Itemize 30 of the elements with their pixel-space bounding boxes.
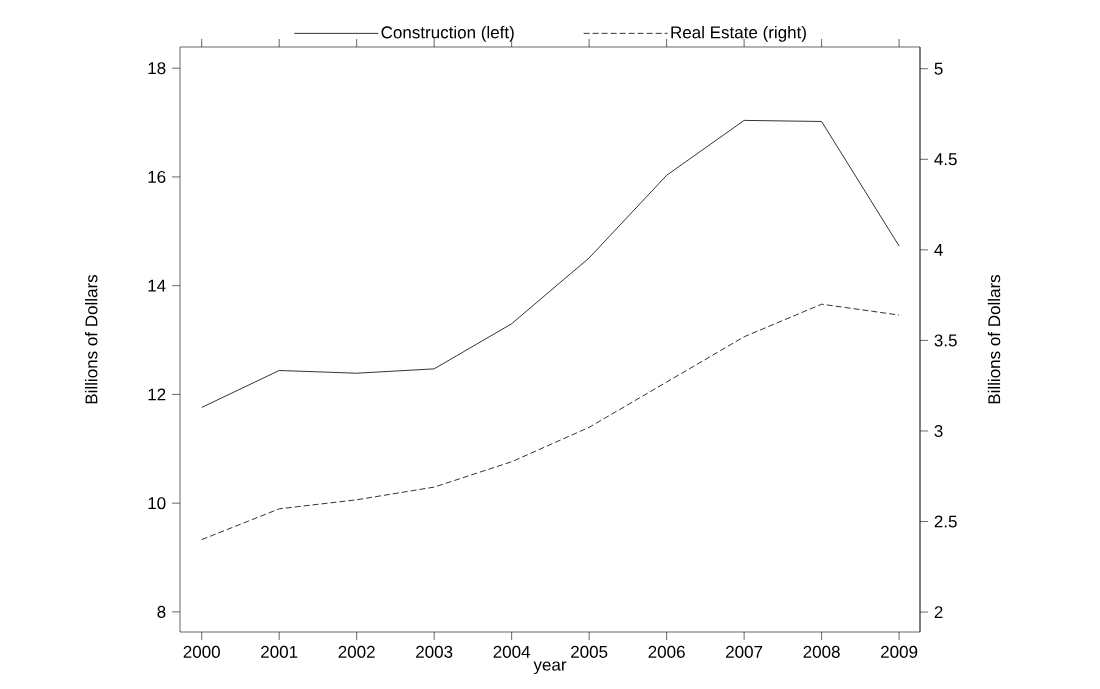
legend-label: Construction (left) bbox=[381, 25, 514, 42]
y2-tick-label: 5 bbox=[934, 62, 943, 75]
y-tick-label: 10 bbox=[148, 497, 166, 510]
line-series bbox=[201, 303, 900, 541]
y2-tick-label: 4.5 bbox=[934, 153, 957, 166]
x-tick-label: 2006 bbox=[648, 645, 685, 658]
y2-tick-label: 2 bbox=[934, 606, 943, 619]
y-tick-label: 12 bbox=[148, 388, 166, 401]
y-tick-label: 8 bbox=[157, 605, 166, 618]
y2-axis-title: Billions of Dollars bbox=[987, 274, 1001, 404]
x-axis-title: year bbox=[533, 661, 567, 675]
y2-tick-label: 4 bbox=[934, 243, 943, 256]
y-tick-label: 18 bbox=[148, 62, 166, 75]
x-tick-label: 2009 bbox=[881, 645, 918, 658]
x-tick-label: 2003 bbox=[416, 645, 453, 658]
x-tick-label: 2005 bbox=[571, 645, 608, 658]
y-axis-title: Billions of Dollars bbox=[84, 274, 98, 404]
y-tick-label: 16 bbox=[148, 170, 166, 183]
x-tick-label: 2001 bbox=[261, 645, 298, 658]
x-tick-label: 2002 bbox=[338, 645, 375, 658]
legend-label: Real Estate (right) bbox=[671, 25, 806, 42]
x-tick-label: 2004 bbox=[493, 645, 531, 658]
x-tick-label: 2008 bbox=[803, 645, 840, 658]
y-tick-label: 14 bbox=[148, 279, 166, 292]
line-series bbox=[201, 119, 900, 408]
x-tick-label: 2000 bbox=[183, 645, 220, 658]
y2-tick-label: 3 bbox=[934, 424, 943, 437]
y2-tick-label: 3.5 bbox=[934, 334, 957, 347]
y2-tick-label: 2.5 bbox=[934, 515, 957, 528]
x-tick-label: 2007 bbox=[726, 645, 763, 658]
